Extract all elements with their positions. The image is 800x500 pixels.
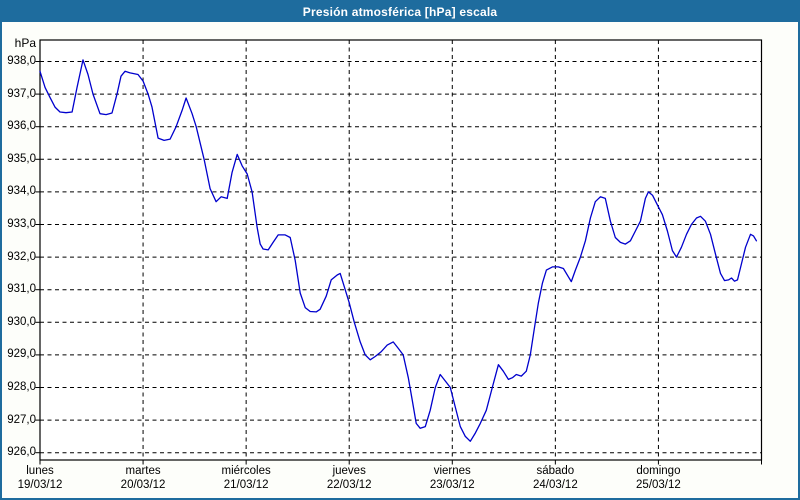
x-axis-date: 25/03/12 <box>636 478 681 491</box>
x-axis-date: 23/03/12 <box>429 478 475 491</box>
x-axis-day-name: martes <box>125 465 161 477</box>
y-axis-tick-label: 932,0 <box>7 250 36 263</box>
x-axis-date: 22/03/12 <box>326 478 372 491</box>
y-axis-tick-label: 930,0 <box>7 315 36 328</box>
chart-plot <box>35 39 763 465</box>
y-axis-tick-label: 934,0 <box>7 185 36 198</box>
x-axis-date: 20/03/12 <box>120 478 166 491</box>
x-axis-day-name: sábado <box>536 465 575 477</box>
y-axis-unit-label: hPa <box>14 36 36 50</box>
y-axis-tick-label: 935,0 <box>7 152 36 165</box>
x-axis-date: 21/03/12 <box>223 478 269 491</box>
x-axis-date: 19/03/12 <box>17 478 63 491</box>
y-axis-tick-label: 936,0 <box>7 120 36 133</box>
y-axis-tick-label: 928,0 <box>7 381 36 393</box>
y-axis-tick-label: 938,0 <box>7 55 36 67</box>
y-axis-tick-label: 929,0 <box>7 348 36 361</box>
x-axis-day-label: miércoles 21/03/12 <box>198 465 294 492</box>
pressure-line-series <box>39 59 758 442</box>
x-axis-day-name: viernes <box>433 465 471 477</box>
x-axis-day-label: sábado 24/03/12 <box>507 465 603 492</box>
x-axis-day-label: viernes 23/03/12 <box>404 465 500 492</box>
x-axis-day-name: miércoles <box>221 465 271 477</box>
y-axis-tick-label: 937,0 <box>7 87 36 100</box>
window-title-bar: Presión atmosférica [hPa] escala <box>2 2 798 22</box>
x-axis-day-name: lunes <box>26 465 54 477</box>
plot-border <box>39 39 763 461</box>
x-axis-day-label: jueves 22/03/12 <box>301 465 397 492</box>
x-axis-day-label: lunes 19/03/12 <box>2 465 88 492</box>
x-axis-day-name: jueves <box>332 465 366 477</box>
y-axis-tick-label: 931,0 <box>7 283 36 296</box>
x-axis-date: 24/03/12 <box>532 478 578 491</box>
x-axis-day-label: domingo 25/03/12 <box>610 465 706 492</box>
y-axis-tick-label: 926,0 <box>7 446 36 459</box>
window-title: Presión atmosférica [hPa] escala <box>302 5 498 19</box>
y-axis-tick-label: 933,0 <box>7 218 36 230</box>
y-axis-tick-label: 927,0 <box>7 413 36 426</box>
chart-area: hPa 938,0 937,0 936,0 935,0 934,0 933,0 932,0 9… <box>2 22 798 498</box>
x-axis-day-label: martes 20/03/12 <box>95 465 191 492</box>
x-axis-day-name: domingo <box>636 465 681 477</box>
